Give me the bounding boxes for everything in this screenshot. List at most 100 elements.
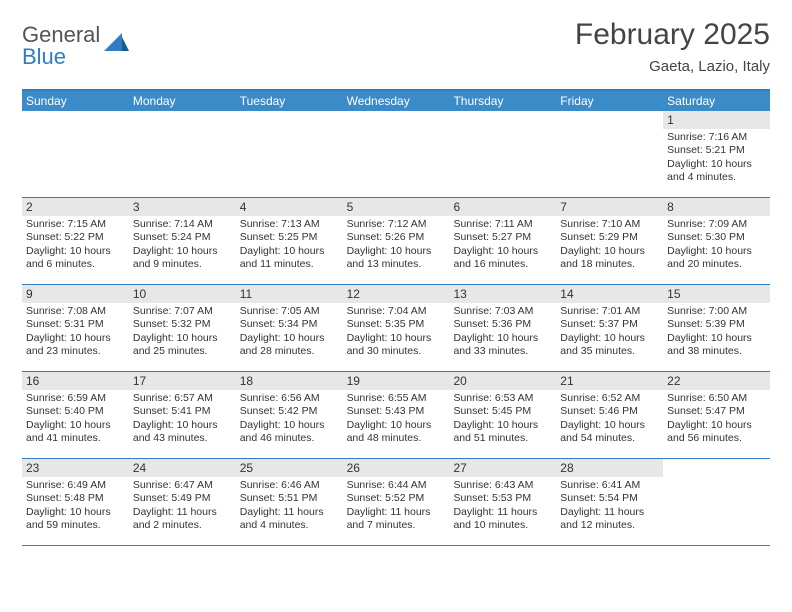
sunrise-line: Sunrise: 7:08 AM <box>26 305 125 318</box>
day-details: Sunrise: 7:15 AMSunset: 5:22 PMDaylight:… <box>22 216 129 276</box>
day-cell: 18Sunrise: 6:56 AMSunset: 5:42 PMDayligh… <box>236 372 343 458</box>
sunrise-line: Sunrise: 6:44 AM <box>347 479 446 492</box>
sunrise-line: Sunrise: 6:41 AM <box>560 479 659 492</box>
day-number: 26 <box>343 459 450 477</box>
sunset-line: Sunset: 5:42 PM <box>240 405 339 418</box>
day-details: Sunrise: 7:07 AMSunset: 5:32 PMDaylight:… <box>129 303 236 363</box>
day-details: Sunrise: 7:00 AMSunset: 5:39 PMDaylight:… <box>663 303 770 363</box>
month-title: February 2025 <box>575 18 770 52</box>
week-row: 2Sunrise: 7:15 AMSunset: 5:22 PMDaylight… <box>22 198 770 285</box>
daylight-line: Daylight: 10 hours and 38 minutes. <box>667 332 766 359</box>
day-details: Sunrise: 6:46 AMSunset: 5:51 PMDaylight:… <box>236 477 343 537</box>
sunset-line: Sunset: 5:43 PM <box>347 405 446 418</box>
sunrise-line: Sunrise: 6:57 AM <box>133 392 232 405</box>
day-cell: 13Sunrise: 7:03 AMSunset: 5:36 PMDayligh… <box>449 285 556 371</box>
day-cell: 9Sunrise: 7:08 AMSunset: 5:31 PMDaylight… <box>22 285 129 371</box>
day-number: 15 <box>663 285 770 303</box>
day-number: 6 <box>449 198 556 216</box>
day-details: Sunrise: 6:57 AMSunset: 5:41 PMDaylight:… <box>129 390 236 450</box>
sunrise-line: Sunrise: 6:55 AM <box>347 392 446 405</box>
sail-icon <box>104 33 130 60</box>
sunrise-line: Sunrise: 6:56 AM <box>240 392 339 405</box>
day-cell: 27Sunrise: 6:43 AMSunset: 5:53 PMDayligh… <box>449 459 556 545</box>
logo-text: General Blue <box>22 24 100 68</box>
daylight-line: Daylight: 10 hours and 43 minutes. <box>133 419 232 446</box>
location: Gaeta, Lazio, Italy <box>575 58 770 75</box>
day-details: Sunrise: 6:49 AMSunset: 5:48 PMDaylight:… <box>22 477 129 537</box>
day-details: Sunrise: 6:52 AMSunset: 5:46 PMDaylight:… <box>556 390 663 450</box>
sunset-line: Sunset: 5:39 PM <box>667 318 766 331</box>
sunrise-line: Sunrise: 6:52 AM <box>560 392 659 405</box>
day-number: 12 <box>343 285 450 303</box>
day-number: 18 <box>236 372 343 390</box>
daylight-line: Daylight: 10 hours and 9 minutes. <box>133 245 232 272</box>
daylight-line: Daylight: 10 hours and 51 minutes. <box>453 419 552 446</box>
day-cell <box>129 111 236 197</box>
day-cell <box>663 459 770 545</box>
day-cell: 20Sunrise: 6:53 AMSunset: 5:45 PMDayligh… <box>449 372 556 458</box>
sunset-line: Sunset: 5:41 PM <box>133 405 232 418</box>
day-header-cell: Sunday <box>22 91 129 111</box>
sunset-line: Sunset: 5:34 PM <box>240 318 339 331</box>
week-row: 1Sunrise: 7:16 AMSunset: 5:21 PMDaylight… <box>22 111 770 198</box>
daylight-line: Daylight: 10 hours and 18 minutes. <box>560 245 659 272</box>
week-row: 16Sunrise: 6:59 AMSunset: 5:40 PMDayligh… <box>22 372 770 459</box>
daylight-line: Daylight: 10 hours and 23 minutes. <box>26 332 125 359</box>
day-number: 10 <box>129 285 236 303</box>
sunset-line: Sunset: 5:40 PM <box>26 405 125 418</box>
day-number: 20 <box>449 372 556 390</box>
sunrise-line: Sunrise: 7:13 AM <box>240 218 339 231</box>
sunrise-line: Sunrise: 7:03 AM <box>453 305 552 318</box>
header: General Blue February 2025 Gaeta, Lazio,… <box>22 18 770 75</box>
day-number: 1 <box>663 111 770 129</box>
day-details: Sunrise: 6:47 AMSunset: 5:49 PMDaylight:… <box>129 477 236 537</box>
sunset-line: Sunset: 5:24 PM <box>133 231 232 244</box>
sunset-line: Sunset: 5:26 PM <box>347 231 446 244</box>
sunset-line: Sunset: 5:25 PM <box>240 231 339 244</box>
sunset-line: Sunset: 5:51 PM <box>240 492 339 505</box>
day-number <box>556 111 663 129</box>
day-cell <box>343 111 450 197</box>
day-details: Sunrise: 6:59 AMSunset: 5:40 PMDaylight:… <box>22 390 129 450</box>
day-number <box>663 459 770 477</box>
daylight-line: Daylight: 11 hours and 2 minutes. <box>133 506 232 533</box>
day-number: 28 <box>556 459 663 477</box>
day-number: 9 <box>22 285 129 303</box>
day-details: Sunrise: 7:14 AMSunset: 5:24 PMDaylight:… <box>129 216 236 276</box>
logo-text-blue: Blue <box>22 44 66 69</box>
day-number: 13 <box>449 285 556 303</box>
sunset-line: Sunset: 5:21 PM <box>667 144 766 157</box>
daylight-line: Daylight: 10 hours and 59 minutes. <box>26 506 125 533</box>
day-details: Sunrise: 6:43 AMSunset: 5:53 PMDaylight:… <box>449 477 556 537</box>
day-number: 24 <box>129 459 236 477</box>
day-number: 17 <box>129 372 236 390</box>
day-details: Sunrise: 7:03 AMSunset: 5:36 PMDaylight:… <box>449 303 556 363</box>
day-cell: 11Sunrise: 7:05 AMSunset: 5:34 PMDayligh… <box>236 285 343 371</box>
day-cell: 26Sunrise: 6:44 AMSunset: 5:52 PMDayligh… <box>343 459 450 545</box>
day-details: Sunrise: 7:08 AMSunset: 5:31 PMDaylight:… <box>22 303 129 363</box>
day-number: 23 <box>22 459 129 477</box>
day-details: Sunrise: 6:50 AMSunset: 5:47 PMDaylight:… <box>663 390 770 450</box>
day-cell <box>556 111 663 197</box>
day-cell: 21Sunrise: 6:52 AMSunset: 5:46 PMDayligh… <box>556 372 663 458</box>
daylight-line: Daylight: 10 hours and 4 minutes. <box>667 158 766 185</box>
sunrise-line: Sunrise: 7:14 AM <box>133 218 232 231</box>
day-cell: 16Sunrise: 6:59 AMSunset: 5:40 PMDayligh… <box>22 372 129 458</box>
sunrise-line: Sunrise: 7:12 AM <box>347 218 446 231</box>
day-cell: 24Sunrise: 6:47 AMSunset: 5:49 PMDayligh… <box>129 459 236 545</box>
day-cell: 5Sunrise: 7:12 AMSunset: 5:26 PMDaylight… <box>343 198 450 284</box>
daylight-line: Daylight: 10 hours and 11 minutes. <box>240 245 339 272</box>
day-number: 21 <box>556 372 663 390</box>
day-details: Sunrise: 7:13 AMSunset: 5:25 PMDaylight:… <box>236 216 343 276</box>
daylight-line: Daylight: 10 hours and 46 minutes. <box>240 419 339 446</box>
sunset-line: Sunset: 5:35 PM <box>347 318 446 331</box>
day-details: Sunrise: 7:05 AMSunset: 5:34 PMDaylight:… <box>236 303 343 363</box>
daylight-line: Daylight: 10 hours and 28 minutes. <box>240 332 339 359</box>
day-cell: 3Sunrise: 7:14 AMSunset: 5:24 PMDaylight… <box>129 198 236 284</box>
day-cell: 15Sunrise: 7:00 AMSunset: 5:39 PMDayligh… <box>663 285 770 371</box>
sunrise-line: Sunrise: 6:59 AM <box>26 392 125 405</box>
daylight-line: Daylight: 10 hours and 56 minutes. <box>667 419 766 446</box>
day-cell: 7Sunrise: 7:10 AMSunset: 5:29 PMDaylight… <box>556 198 663 284</box>
day-details: Sunrise: 6:56 AMSunset: 5:42 PMDaylight:… <box>236 390 343 450</box>
day-details: Sunrise: 7:10 AMSunset: 5:29 PMDaylight:… <box>556 216 663 276</box>
